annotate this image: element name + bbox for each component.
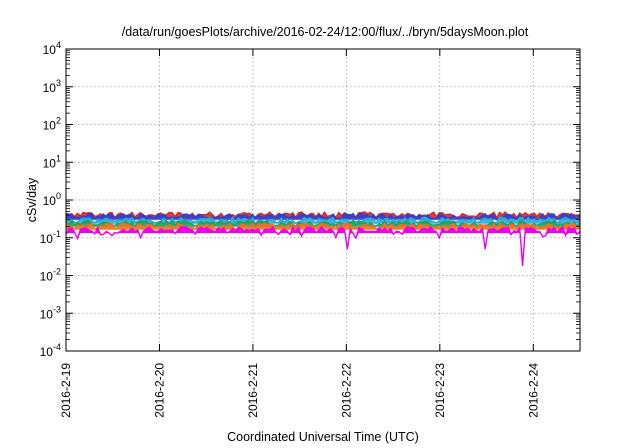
series-band	[66, 226, 580, 266]
axes: 10-4 10-3 10-2 10-1 100 101 102 103 104 2016-2-19…	[40, 40, 580, 418]
chart-title: /data/run/goesPlots/archive/2016-02-24/1…	[122, 25, 529, 39]
data-layer	[65, 210, 581, 266]
series-line	[66, 212, 581, 221]
y-tick-label: 10-3	[40, 304, 61, 321]
y-tick-label: 101	[43, 153, 61, 170]
series-line	[65, 222, 581, 231]
x-tick-label: 2016-2-19	[59, 363, 73, 418]
y-tick-label: 10-2	[40, 267, 61, 284]
y-tick-label: 10-1	[40, 229, 61, 246]
series-line	[65, 225, 581, 266]
y-tick-label: 103	[43, 78, 61, 95]
y-axis-label: cSv/day	[25, 177, 39, 222]
x-tick-label: 2016-2-24	[526, 363, 540, 418]
series-line	[65, 210, 581, 220]
x-tick-label: 2016-2-23	[433, 363, 447, 418]
y-tick-label: 100	[43, 191, 61, 208]
y-tick-label: 10-4	[40, 342, 61, 359]
grid	[66, 49, 580, 351]
y-tick-label: 104	[43, 40, 61, 57]
series-line	[65, 216, 581, 225]
x-tick-label: 2016-2-21	[246, 363, 260, 418]
x-axis-label: Coordinated Universal Time (UTC)	[227, 430, 419, 444]
y-tick-label: 102	[43, 116, 61, 133]
x-tick-label: 2016-2-20	[152, 363, 166, 418]
series-band	[66, 213, 580, 220]
x-tick-label: 2016-2-22	[339, 363, 353, 418]
